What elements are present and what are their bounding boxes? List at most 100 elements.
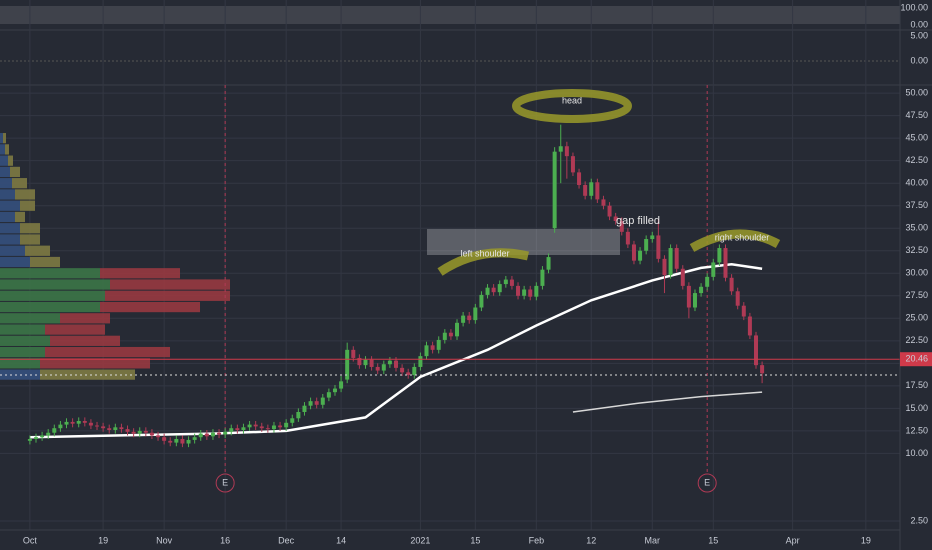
x-tick-label: 15 xyxy=(470,535,480,545)
rsi-band xyxy=(0,6,900,24)
candle-body xyxy=(259,426,264,429)
candle-body xyxy=(540,269,545,286)
candle-body xyxy=(375,366,380,371)
volume-profile-down xyxy=(20,200,35,211)
candle-body xyxy=(247,424,252,428)
candle-body xyxy=(631,244,636,261)
moving-average xyxy=(572,391,763,413)
x-tick-label: Apr xyxy=(786,535,800,545)
volume-profile-up xyxy=(0,144,5,155)
y-tick-label: 22.50 xyxy=(905,335,928,345)
y-tick-label: 17.50 xyxy=(905,380,928,390)
candle-body xyxy=(583,184,588,196)
candle-body xyxy=(595,182,600,200)
x-tick-label: 14 xyxy=(336,535,346,545)
candle-body xyxy=(290,418,295,423)
candle-body xyxy=(662,258,667,276)
volume-profile-down xyxy=(20,223,40,234)
candle-body xyxy=(717,248,722,263)
candle-body xyxy=(107,428,112,431)
candle-body xyxy=(198,433,203,438)
earnings-marker xyxy=(215,473,235,493)
earnings-label: E xyxy=(222,477,228,487)
candle-body xyxy=(168,440,173,443)
candle-body xyxy=(485,287,490,295)
candle-body xyxy=(223,431,228,435)
last-price-box xyxy=(900,352,932,367)
candle-body xyxy=(455,322,460,337)
candle-body xyxy=(113,427,118,431)
candle-body xyxy=(448,332,453,337)
candle-body xyxy=(650,235,655,240)
y-tick-label: 45.00 xyxy=(905,133,928,143)
candle-body xyxy=(265,428,270,430)
candle-body xyxy=(363,359,368,366)
y-tick-label: 2.50 xyxy=(910,515,928,525)
candle-body xyxy=(638,250,643,261)
candle-body xyxy=(58,424,63,429)
volume-profile-up xyxy=(0,335,50,346)
x-tick-label: 16 xyxy=(220,535,230,545)
candle-body xyxy=(589,182,594,196)
volume-profile-up xyxy=(0,245,25,256)
candle-body xyxy=(522,289,527,296)
candle-body xyxy=(95,425,100,427)
candle-body xyxy=(64,421,69,425)
candle-body xyxy=(351,349,356,358)
volume-profile-down xyxy=(100,268,180,279)
candle-body xyxy=(235,428,240,431)
macd-label: 5.00 xyxy=(910,30,928,40)
candle-body xyxy=(564,146,569,157)
candle-body xyxy=(186,439,191,444)
candle-body xyxy=(241,427,246,431)
candle-body xyxy=(747,316,752,336)
y-tick-label: 12.50 xyxy=(905,425,928,435)
candle-body xyxy=(729,277,734,292)
candle-body xyxy=(296,411,301,419)
candle-body xyxy=(308,401,313,406)
candle-body xyxy=(326,392,331,398)
volume-profile-down xyxy=(45,324,105,335)
candle-body xyxy=(644,239,649,251)
macd-label: 0.00 xyxy=(910,55,928,65)
left-shoulder-highlight xyxy=(437,248,530,276)
candle-body xyxy=(705,276,710,287)
earnings-label: E xyxy=(704,477,710,487)
candle-body xyxy=(711,262,716,277)
candle-body xyxy=(509,279,514,286)
candle-body xyxy=(34,437,38,440)
volume-profile-down xyxy=(60,313,110,324)
candle-body xyxy=(52,428,57,433)
candle-body xyxy=(577,172,582,185)
volume-profile-down xyxy=(5,144,9,155)
candle-body xyxy=(699,286,704,294)
candle-body xyxy=(180,439,185,444)
x-tick-label: 15 xyxy=(708,535,718,545)
y-tick-label: 10.00 xyxy=(905,448,928,458)
x-tick-label: Oct xyxy=(23,535,38,545)
candle-body xyxy=(424,345,429,357)
candle-body xyxy=(357,357,362,366)
candle-body xyxy=(607,205,612,217)
volume-profile-down xyxy=(25,245,50,256)
candle-body xyxy=(601,199,606,206)
volume-profile-up xyxy=(0,211,15,223)
volume-profile-up xyxy=(0,279,110,290)
candle-body xyxy=(131,431,136,434)
x-tick-label: 2021 xyxy=(410,535,430,545)
candle-body xyxy=(570,156,575,173)
candle-body xyxy=(625,231,630,245)
candle-body xyxy=(418,356,423,367)
candle-body xyxy=(558,146,563,152)
candle-body xyxy=(760,365,765,374)
annotation: gap filled xyxy=(616,215,660,227)
head-highlight xyxy=(512,89,632,123)
volume-profile-down xyxy=(40,358,150,369)
candle-body xyxy=(192,437,197,440)
candle-body xyxy=(302,405,307,412)
last-price-label: 20.46 xyxy=(905,354,928,364)
candle-body xyxy=(369,359,374,367)
candle-body xyxy=(516,285,521,296)
volume-profile-down xyxy=(12,178,27,189)
